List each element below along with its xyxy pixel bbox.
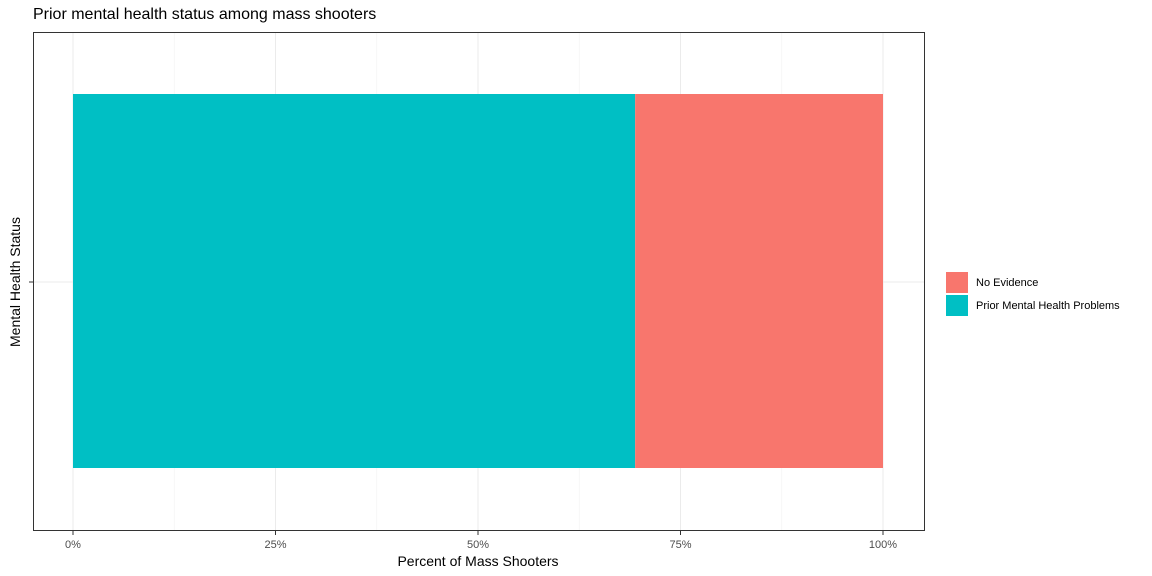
legend-swatch-prior-mental-health <box>946 295 968 316</box>
bars <box>73 94 883 468</box>
legend-item-prior-mental-health: Prior Mental Health Problems <box>946 294 1120 317</box>
x-axis-title: Percent of Mass Shooters <box>397 553 558 569</box>
legend-swatch-no-evidence <box>946 272 968 293</box>
x-tick-label: 0% <box>65 539 81 551</box>
x-tick-label: 75% <box>669 539 691 551</box>
chart-title: Prior mental health status among mass sh… <box>33 6 377 23</box>
legend-label-no-evidence: No Evidence <box>976 276 1039 289</box>
x-tick-label: 25% <box>264 539 286 551</box>
bar-no-evidence <box>635 94 883 468</box>
legend: No Evidence Prior Mental Health Problems <box>946 271 1120 317</box>
x-axis-ticks: 0% 25% 50% 75% 100% <box>65 531 897 551</box>
bar-prior-mental-health-problems <box>73 94 636 468</box>
legend-label-prior-mental-health: Prior Mental Health Problems <box>976 299 1120 312</box>
x-tick-label: 100% <box>869 539 897 551</box>
legend-item-no-evidence: No Evidence <box>946 271 1120 294</box>
plot-border <box>33 32 925 531</box>
y-axis-title: Mental Health Status <box>7 217 23 347</box>
x-tick-label: 50% <box>467 539 489 551</box>
